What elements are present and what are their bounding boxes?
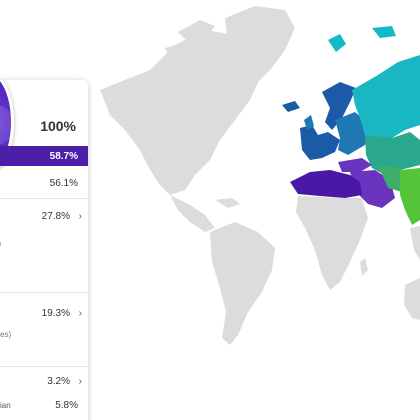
table-row[interactable]: 27.8% › xyxy=(0,211,88,227)
row-label-fragment: ces) xyxy=(0,330,12,339)
row-value: 27.8% xyxy=(41,211,70,222)
map-europe-west[interactable] xyxy=(300,125,340,160)
row-label-fragment: sian xyxy=(0,401,11,410)
table-row[interactable]: 3.2% › xyxy=(0,376,88,392)
row-value: 3.2% xyxy=(47,376,70,387)
map-russia[interactable] xyxy=(352,55,420,140)
chevron-right-icon[interactable]: › xyxy=(78,308,82,319)
map-africa-south[interactable] xyxy=(296,196,368,290)
row-label-fragment: n xyxy=(0,238,1,248)
stats-panel: 100% 58.7% 56.1% 27.8% › n 19.3% › ces) … xyxy=(0,80,88,420)
row-value: 5.8% xyxy=(55,400,78,411)
row-value: 56.1% xyxy=(49,178,78,189)
map-europe-east[interactable] xyxy=(335,112,370,155)
total-row: 100% xyxy=(0,116,88,140)
map-central-asia[interactable] xyxy=(365,132,420,175)
map-greenland[interactable] xyxy=(225,6,295,85)
row-value: 58.7% xyxy=(49,151,78,162)
map-arctic-islands[interactable] xyxy=(328,26,396,52)
map-south-america[interactable] xyxy=(210,222,275,345)
map-madagascar[interactable] xyxy=(360,258,368,276)
divider xyxy=(0,366,88,367)
map-middle-east[interactable] xyxy=(350,170,395,208)
table-row[interactable]: 19.3% › xyxy=(0,308,88,324)
divider xyxy=(0,198,88,199)
table-row[interactable]: 58.7% xyxy=(0,146,88,166)
map-central-america[interactable] xyxy=(170,195,215,232)
total-value: 100% xyxy=(40,118,76,134)
map-scandinavia[interactable] xyxy=(322,82,356,130)
table-row[interactable]: 5.8% xyxy=(0,400,88,416)
row-value: 19.3% xyxy=(41,308,70,319)
divider xyxy=(0,292,88,293)
map-iceland[interactable] xyxy=(282,101,300,112)
table-row[interactable]: 56.1% xyxy=(0,178,88,194)
map-turkey[interactable] xyxy=(338,158,372,172)
chevron-right-icon[interactable]: › xyxy=(78,376,82,387)
map-uk[interactable] xyxy=(304,115,314,130)
map-caribbean[interactable] xyxy=(215,198,240,208)
map-south-asia[interactable] xyxy=(400,168,420,225)
chevron-right-icon[interactable]: › xyxy=(78,211,82,222)
map-australia[interactable] xyxy=(404,278,420,320)
map-canada-islands[interactable] xyxy=(165,20,215,62)
map-north-africa[interactable] xyxy=(290,170,362,198)
map-southeast-asia[interactable] xyxy=(410,226,420,260)
